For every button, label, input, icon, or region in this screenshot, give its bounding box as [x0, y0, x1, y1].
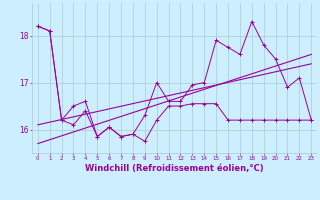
X-axis label: Windchill (Refroidissement éolien,°C): Windchill (Refroidissement éolien,°C) [85, 164, 264, 173]
